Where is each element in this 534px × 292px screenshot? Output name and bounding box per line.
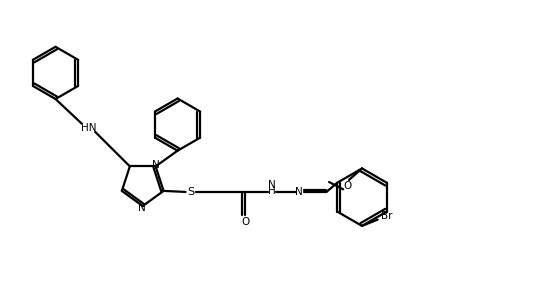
Text: H: H bbox=[268, 186, 276, 197]
Text: N: N bbox=[152, 160, 160, 170]
Text: O: O bbox=[343, 181, 351, 191]
Text: N: N bbox=[295, 187, 303, 197]
Text: N: N bbox=[268, 180, 276, 190]
Text: N: N bbox=[138, 203, 146, 213]
Text: Br: Br bbox=[381, 211, 393, 221]
Text: O: O bbox=[241, 217, 249, 227]
Text: S: S bbox=[187, 187, 194, 197]
Text: HN: HN bbox=[81, 123, 96, 133]
